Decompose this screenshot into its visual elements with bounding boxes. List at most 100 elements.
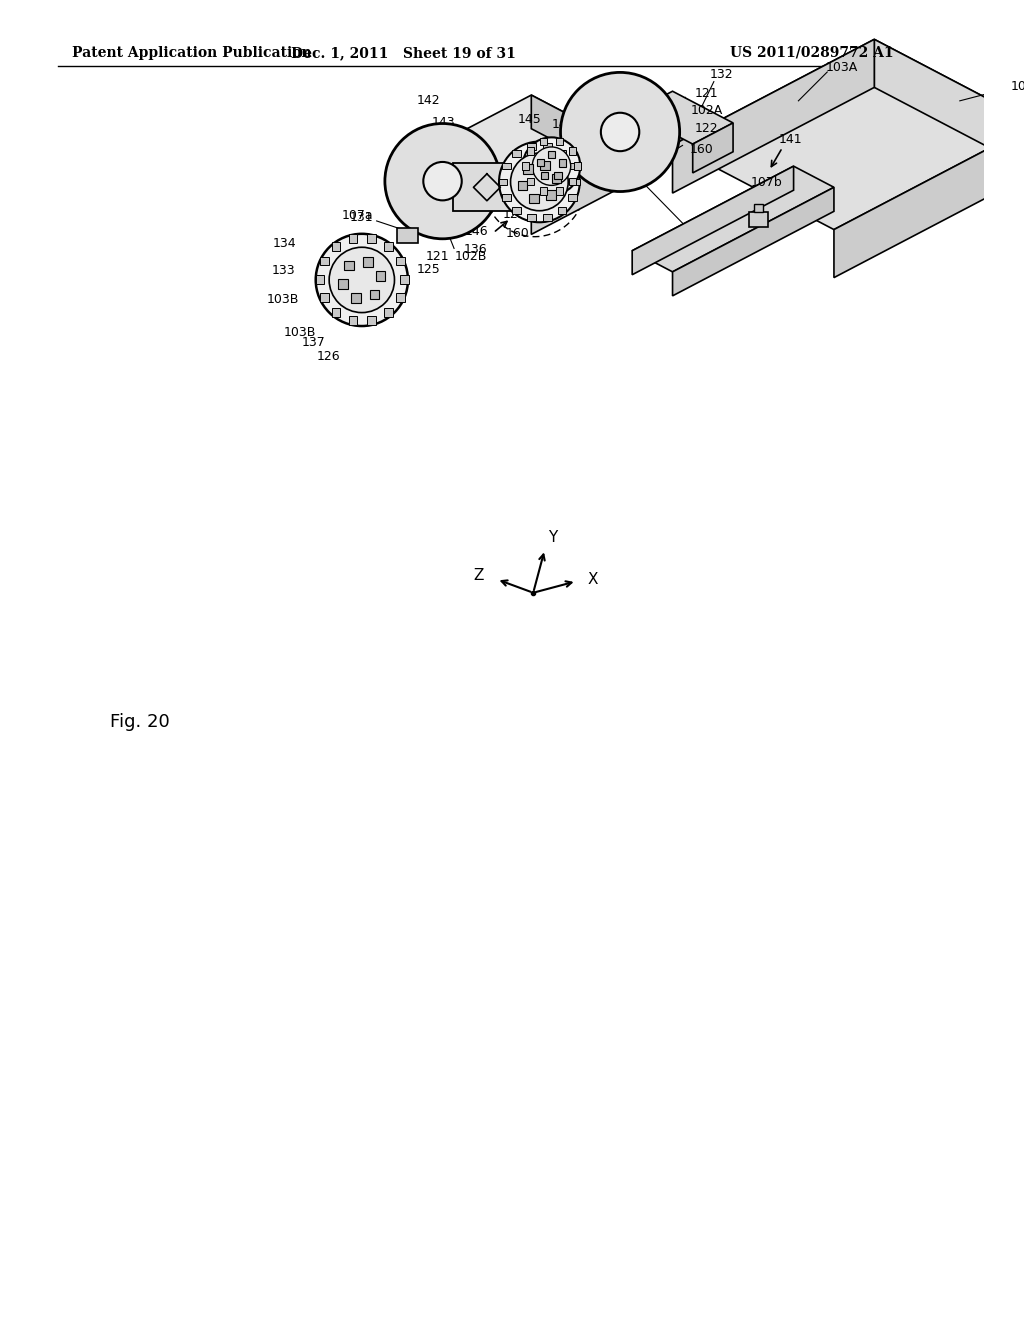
Text: 134: 134	[273, 236, 297, 249]
Text: 105: 105	[1011, 81, 1024, 92]
Bar	[396, 227, 418, 243]
FancyBboxPatch shape	[454, 164, 520, 211]
Bar	[571, 178, 581, 185]
Text: 131: 131	[350, 211, 374, 224]
Bar	[527, 143, 536, 149]
Bar	[368, 234, 376, 243]
Text: US 2011/0289772 A1: US 2011/0289772 A1	[730, 46, 894, 59]
Text: 102A: 102A	[690, 104, 723, 117]
Bar	[332, 242, 340, 251]
Bar	[543, 214, 552, 220]
Circle shape	[522, 137, 581, 195]
Bar	[396, 293, 404, 302]
Bar	[548, 150, 555, 158]
Circle shape	[601, 112, 639, 152]
Bar	[332, 308, 340, 317]
Bar	[568, 162, 577, 169]
Bar	[351, 293, 360, 304]
Text: 121: 121	[694, 87, 719, 100]
Text: 103A: 103A	[825, 61, 858, 74]
Text: 160: 160	[506, 227, 529, 240]
Polygon shape	[834, 124, 1024, 277]
Bar	[541, 172, 549, 180]
Bar	[556, 187, 563, 194]
Text: 103B: 103B	[267, 293, 299, 306]
Bar	[523, 164, 532, 174]
Bar	[573, 162, 582, 170]
Bar	[558, 150, 566, 157]
Circle shape	[560, 73, 680, 191]
Bar	[517, 181, 527, 190]
Text: 103B: 103B	[284, 326, 316, 339]
Bar	[543, 143, 552, 149]
Bar	[364, 257, 373, 267]
Text: 148: 148	[552, 117, 575, 131]
Polygon shape	[874, 40, 1024, 172]
Bar	[527, 214, 536, 220]
Bar	[558, 207, 566, 214]
Text: 126: 126	[316, 350, 340, 363]
Circle shape	[511, 153, 568, 211]
Bar	[396, 257, 404, 265]
Text: X: X	[588, 572, 598, 587]
Bar	[319, 293, 329, 302]
Bar	[754, 205, 763, 211]
Bar	[568, 194, 577, 201]
Bar	[568, 147, 577, 154]
Text: 137: 137	[615, 115, 640, 128]
Bar	[540, 187, 547, 194]
Bar	[554, 172, 562, 180]
Text: 137: 137	[302, 335, 326, 348]
Text: ⇔: ⇔	[547, 181, 558, 194]
Text: 136: 136	[464, 243, 487, 256]
Bar	[502, 194, 511, 201]
Bar	[537, 158, 545, 166]
Circle shape	[315, 234, 408, 326]
Text: 124: 124	[408, 190, 431, 203]
Text: 124: 124	[513, 190, 538, 203]
Bar	[540, 161, 550, 170]
Polygon shape	[632, 91, 733, 144]
Polygon shape	[673, 40, 1024, 230]
Circle shape	[329, 247, 394, 313]
Polygon shape	[531, 95, 632, 182]
Circle shape	[423, 162, 462, 201]
Bar	[348, 234, 357, 243]
Text: 134: 134	[456, 161, 479, 174]
Bar	[502, 162, 511, 169]
Bar	[526, 147, 535, 154]
Circle shape	[385, 124, 500, 239]
Bar	[546, 190, 556, 199]
Text: 125: 125	[416, 263, 440, 276]
Polygon shape	[673, 40, 874, 193]
Bar	[559, 158, 566, 166]
Text: 133: 133	[470, 181, 494, 193]
Text: 160: 160	[690, 143, 714, 156]
Bar	[499, 178, 507, 185]
Text: 143: 143	[431, 116, 455, 129]
Bar	[556, 137, 563, 145]
Polygon shape	[673, 187, 834, 296]
Text: 141: 141	[778, 133, 802, 147]
Text: 142: 142	[417, 94, 440, 107]
Bar	[348, 317, 357, 325]
Text: 122: 122	[503, 209, 526, 222]
Bar	[319, 257, 329, 265]
Text: 123: 123	[408, 164, 431, 177]
Text: 123: 123	[513, 164, 538, 177]
Polygon shape	[632, 166, 794, 275]
Bar	[344, 261, 354, 271]
Bar	[512, 150, 521, 157]
Text: 146: 146	[465, 226, 488, 239]
Polygon shape	[632, 166, 834, 272]
Polygon shape	[531, 148, 632, 235]
Text: 145: 145	[518, 114, 542, 125]
Circle shape	[532, 147, 570, 185]
Polygon shape	[692, 123, 733, 173]
Text: 122: 122	[694, 121, 719, 135]
Text: 121: 121	[426, 249, 450, 263]
Text: Patent Application Publication: Patent Application Publication	[72, 46, 311, 59]
Text: 102B: 102B	[455, 249, 487, 263]
Bar	[384, 308, 393, 317]
Text: 110: 110	[618, 172, 642, 185]
